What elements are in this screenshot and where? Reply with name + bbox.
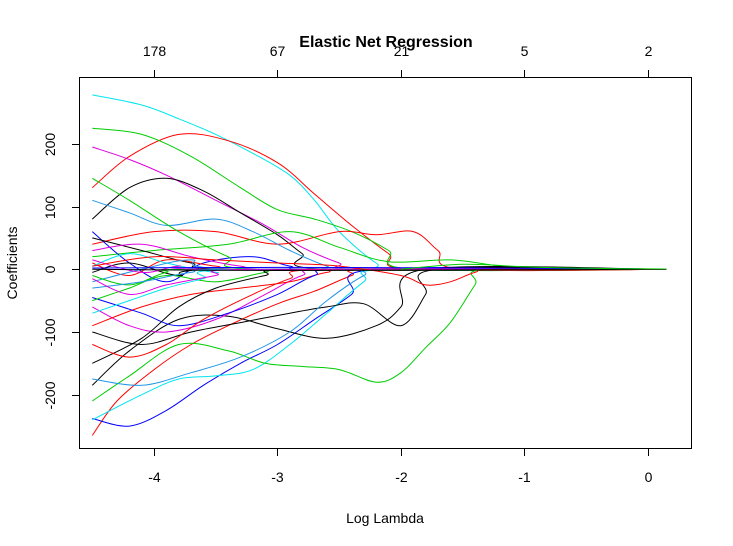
coefficient-path-15 [92, 259, 667, 283]
y-tick-label: -200 [42, 381, 58, 409]
top-tick-label: 67 [270, 43, 286, 59]
x-tick-label: 0 [645, 469, 653, 485]
x-tick-label: -3 [271, 469, 284, 485]
y-tick-label: 0 [42, 265, 58, 273]
x-axis-bottom: -4 -3 -2 -1 0 [148, 448, 653, 485]
x-tick-label: -4 [148, 469, 161, 485]
coefficient-path-3 [92, 127, 667, 272]
top-tick-label: 5 [521, 43, 529, 59]
top-tick-label: 21 [394, 43, 410, 59]
series-layer [91, 94, 667, 436]
top-tick-label: 2 [645, 43, 653, 59]
y-axis-label: Coefficients [4, 227, 20, 300]
y-tick-label: 100 [42, 196, 58, 220]
x-axis-label: Log Lambda [346, 510, 424, 526]
coefficient-path-7 [92, 231, 667, 271]
x-axis-top: 178 67 21 5 2 [143, 43, 653, 78]
coefficient-path-32 [92, 268, 667, 364]
coefficient-path-20 [92, 266, 667, 427]
coefficient-path-38 [400, 263, 667, 270]
coefficient-path-2 [91, 133, 667, 271]
coefficient-path-34 [92, 268, 667, 295]
coefficient-path-6 [92, 229, 667, 272]
plot-frame [79, 77, 692, 449]
coefficient-path-23 [92, 266, 667, 346]
coefficient-path-19 [91, 268, 667, 436]
x-tick-label: -1 [518, 469, 531, 485]
coefficient-path-37 [92, 268, 667, 272]
coefficient-path-22 [92, 267, 667, 402]
coefficient-path-4 [92, 146, 667, 271]
coefficient-path-1 [92, 94, 667, 271]
x-tick-label: -2 [395, 469, 408, 485]
coefficient-path-25 [92, 268, 667, 386]
chart-title: Elastic Net Regression [299, 34, 472, 51]
y-tick-label: -100 [42, 318, 58, 346]
top-tick-label: 178 [143, 43, 167, 59]
y-tick-label: 200 [42, 133, 58, 157]
y-axis-left: -200 -100 0 100 200 [42, 133, 80, 410]
coefficient-path-11 [92, 237, 667, 271]
